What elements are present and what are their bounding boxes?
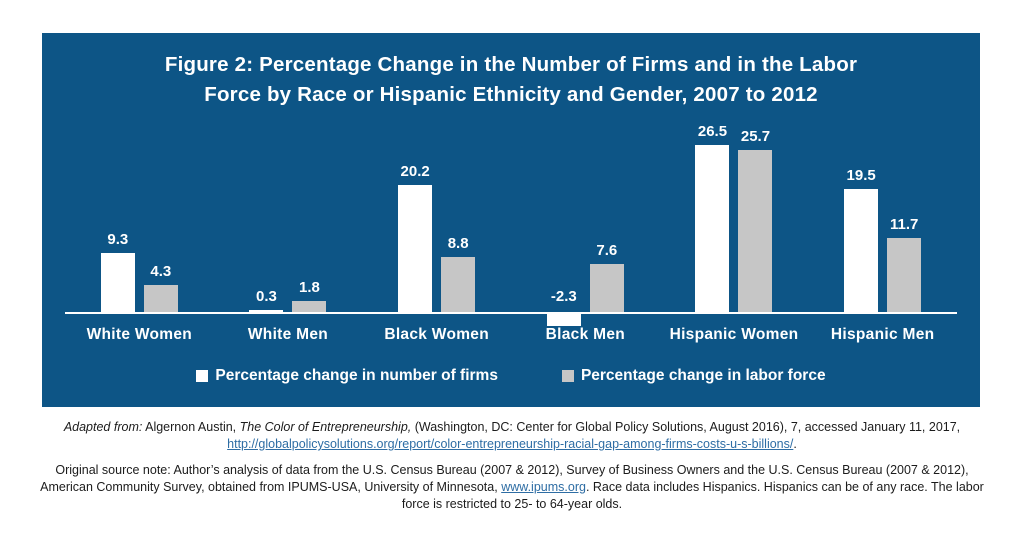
value-label: 20.2 <box>400 162 430 180</box>
category-axis: White Women White Men Black Women Black Men… <box>65 326 957 348</box>
bar-firms <box>398 184 433 312</box>
adapted-from-author: Algernon Austin, <box>142 420 240 434</box>
value-label: 4.3 <box>150 262 172 280</box>
legend-item-firms: Percentage change in number of firms <box>196 367 498 385</box>
work-title: The Color of Entrepreneurship, <box>239 420 412 434</box>
legend: Percentage change in number of firms Per… <box>42 367 980 385</box>
bar-labor-force <box>589 264 624 312</box>
value-label: 11.7 <box>889 216 919 234</box>
chart-title: Figure 2: Percentage Change in the Numbe… <box>42 33 980 110</box>
labor-swatch-icon <box>561 370 574 382</box>
chart-title-line1: Figure 2: Percentage Change in the Numbe… <box>164 53 858 76</box>
bar-labor-force <box>738 150 773 312</box>
bar-firms <box>249 310 284 312</box>
value-label: 8.8 <box>447 234 469 252</box>
bar-firms <box>844 189 879 312</box>
legend-item-labor: Percentage change in labor force <box>561 367 826 385</box>
value-label: 26.5 <box>697 123 728 141</box>
category-label: White Women <box>86 326 193 343</box>
report-link[interactable]: http://globalpolicysolutions.org/report/… <box>227 437 794 451</box>
plot-area: 9.3 4.3 0.3 1.8 20.2 8.8 -2.3 7.6 26.5 25.7 19.5 11… <box>65 33 957 327</box>
original-source-text-2: . Race data includes Hispanics. Hispanic… <box>401 480 984 511</box>
original-source-text: Original source note: Author’s analysis … <box>40 463 969 494</box>
bar-firms <box>100 253 135 312</box>
footnotes: Adapted from: Algernon Austin, The Color… <box>0 419 1024 522</box>
value-label: 19.5 <box>846 167 876 185</box>
bar-group: 19.5 11.7 <box>808 33 957 312</box>
chart-panel: Figure 2: Percentage Change in the Numbe… <box>42 33 980 407</box>
bar-firms <box>695 145 730 312</box>
value-label: 25.7 <box>740 128 771 146</box>
bar-group: 20.2 8.8 <box>362 33 511 312</box>
adapted-from-prefix: Adapted from: <box>63 420 143 434</box>
category-label: White Men <box>247 326 329 343</box>
category-label: Hispanic Women <box>669 326 799 343</box>
value-label: -2.3 <box>550 288 577 305</box>
category-label: Hispanic Men <box>830 326 935 343</box>
adapted-from-suffix: . <box>793 437 797 451</box>
value-label: 0.3 <box>256 288 277 305</box>
bar-firms <box>546 312 581 327</box>
bar-labor-force <box>292 300 327 312</box>
firms-swatch-icon <box>196 370 209 382</box>
category-label: Black Women <box>384 326 489 343</box>
bar-labor-force <box>143 284 178 312</box>
value-label: 7.6 <box>596 242 618 260</box>
value-label: 9.3 <box>107 231 129 249</box>
legend-label-firms: Percentage change in number of firms <box>215 367 498 384</box>
value-label: 1.8 <box>299 278 320 296</box>
original-source-note: Original source note: Author’s analysis … <box>36 462 988 513</box>
bar-group: 9.3 4.3 <box>65 33 214 312</box>
legend-label-labor: Percentage change in labor force <box>580 367 826 384</box>
ipums-link[interactable]: www.ipums.org <box>501 480 586 494</box>
bar-labor-force <box>887 238 922 312</box>
adapted-from-publisher: (Washington, DC: Center for Global Polic… <box>411 420 961 434</box>
bar-group: 0.3 1.8 <box>214 33 363 312</box>
bar-labor-force <box>441 256 476 312</box>
bar-group: 26.5 25.7 <box>660 33 809 312</box>
category-label: Black Men <box>545 326 626 343</box>
chart-title-line2: Force by Race or Hispanic Ethnicity and … <box>204 83 818 106</box>
adapted-from-note: Adapted from: Algernon Austin, The Color… <box>36 419 988 453</box>
bar-group: -2.3 7.6 <box>511 33 660 327</box>
